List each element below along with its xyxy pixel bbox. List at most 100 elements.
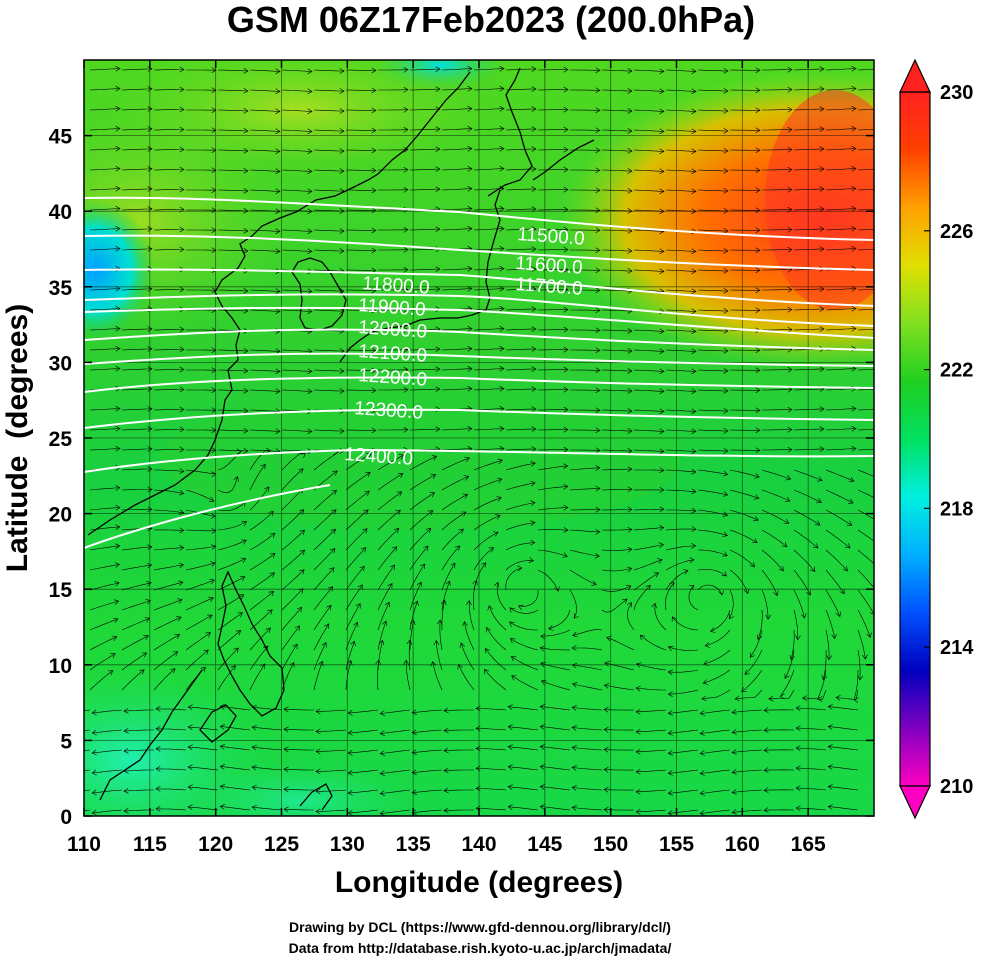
- flow-arrowhead: [431, 455, 438, 461]
- streamline: [380, 809, 411, 814]
- streamline: [601, 529, 633, 531]
- streamline: [154, 469, 184, 472]
- flow-arrowhead: [219, 784, 225, 790]
- streamline: [252, 806, 283, 811]
- streamline: [121, 546, 152, 551]
- streamline: [84, 809, 91, 812]
- streamline: [409, 428, 441, 431]
- flow-arrowhead: [499, 145, 505, 152]
- contour-label: 12200.0: [358, 365, 428, 391]
- flow-arrowhead: [347, 749, 353, 756]
- streamline: [572, 629, 603, 636]
- streamline: [857, 529, 874, 542]
- flow-arrowhead: [499, 405, 505, 412]
- streamline: [569, 589, 577, 619]
- flow-arrowhead: [371, 87, 377, 94]
- flow-arrowhead: [785, 475, 792, 481]
- streamline: [668, 809, 699, 814]
- flow-arrowhead: [275, 108, 281, 115]
- flow-arrowhead: [115, 405, 121, 412]
- flow-arrowhead: [435, 366, 441, 372]
- streamline: [121, 228, 153, 231]
- x-tick-label: 155: [659, 833, 694, 856]
- flow-arrowhead: [563, 426, 569, 433]
- streamline: [123, 729, 154, 732]
- streamline: [790, 629, 795, 660]
- flow-arrowhead: [563, 527, 569, 533]
- streamline: [121, 528, 153, 531]
- streamline: [121, 88, 153, 91]
- streamline: [508, 806, 539, 811]
- flow-arrowhead: [691, 468, 697, 475]
- streamline: [665, 289, 697, 292]
- streamline: [89, 88, 121, 91]
- colorbar-min-arrow: [899, 785, 931, 820]
- flow-arrowhead: [179, 426, 185, 433]
- flow-arrowhead: [755, 407, 761, 414]
- flow-arrowhead: [530, 480, 536, 487]
- streamline: [313, 528, 336, 551]
- flow-arrowhead: [595, 67, 601, 74]
- flow-arrowhead: [884, 366, 888, 371]
- flow-arrowhead: [339, 428, 345, 434]
- streamline: [793, 589, 805, 619]
- flow-arrowhead: [339, 108, 345, 114]
- flow-arrowhead: [347, 809, 353, 816]
- flow-arrowhead: [851, 405, 857, 412]
- streamline: [313, 586, 333, 611]
- flow-arrowhead: [645, 585, 651, 591]
- streamline: [409, 228, 441, 231]
- flow-arrowhead: [243, 187, 249, 194]
- flow-arrowhead: [243, 67, 249, 74]
- streamline: [281, 509, 305, 531]
- streamline: [281, 109, 313, 112]
- streamline: [825, 288, 857, 291]
- streamline: [345, 349, 377, 351]
- flow-arrowhead: [210, 561, 216, 567]
- flow-arrowhead: [540, 661, 546, 668]
- flow-arrowhead: [691, 526, 697, 532]
- flow-arrowhead: [347, 769, 353, 776]
- streamline: [601, 89, 633, 92]
- flow-arrowhead: [731, 769, 737, 775]
- streamline: [505, 368, 537, 371]
- streamline: [857, 448, 874, 451]
- flow-arrowhead: [635, 685, 641, 692]
- streamline: [636, 769, 667, 773]
- streamline: [636, 789, 667, 793]
- flow-arrowhead: [499, 65, 505, 72]
- streamline: [345, 472, 371, 491]
- flow-arrowhead: [563, 446, 569, 453]
- streamline: [505, 148, 537, 151]
- streamline: [153, 249, 184, 251]
- flow-arrowhead: [635, 708, 641, 715]
- streamline: [188, 746, 219, 751]
- contour-label: 12000.0: [358, 317, 428, 343]
- flow-arrowhead: [387, 583, 393, 589]
- streamline: [377, 528, 400, 551]
- flow-arrowhead: [653, 572, 660, 578]
- flow-arrowhead: [531, 326, 537, 332]
- flow-arrowhead: [141, 652, 148, 658]
- streamline: [518, 590, 539, 607]
- flow-arrowhead: [722, 511, 729, 517]
- flow-arrowhead: [496, 496, 502, 502]
- streamline: [377, 546, 398, 571]
- flow-arrowhead: [155, 725, 161, 732]
- streamline: [697, 149, 729, 152]
- x-tick-label: 135: [396, 833, 431, 856]
- flow-arrowhead: [691, 128, 697, 135]
- flow-arrowhead: [755, 147, 761, 154]
- flow-arrowhead: [870, 612, 874, 616]
- flow-arrowhead: [179, 86, 185, 93]
- flow-arrowhead: [731, 729, 737, 735]
- flow-arrowhead: [659, 368, 665, 375]
- flow-arrowhead: [147, 466, 153, 472]
- y-tick-label: 0: [60, 806, 72, 829]
- streamline: [345, 389, 377, 391]
- streamline: [509, 607, 539, 614]
- streamline: [505, 128, 537, 131]
- streamline: [603, 809, 635, 811]
- flow-arrowhead: [411, 749, 417, 756]
- flow-arrowhead: [187, 724, 193, 731]
